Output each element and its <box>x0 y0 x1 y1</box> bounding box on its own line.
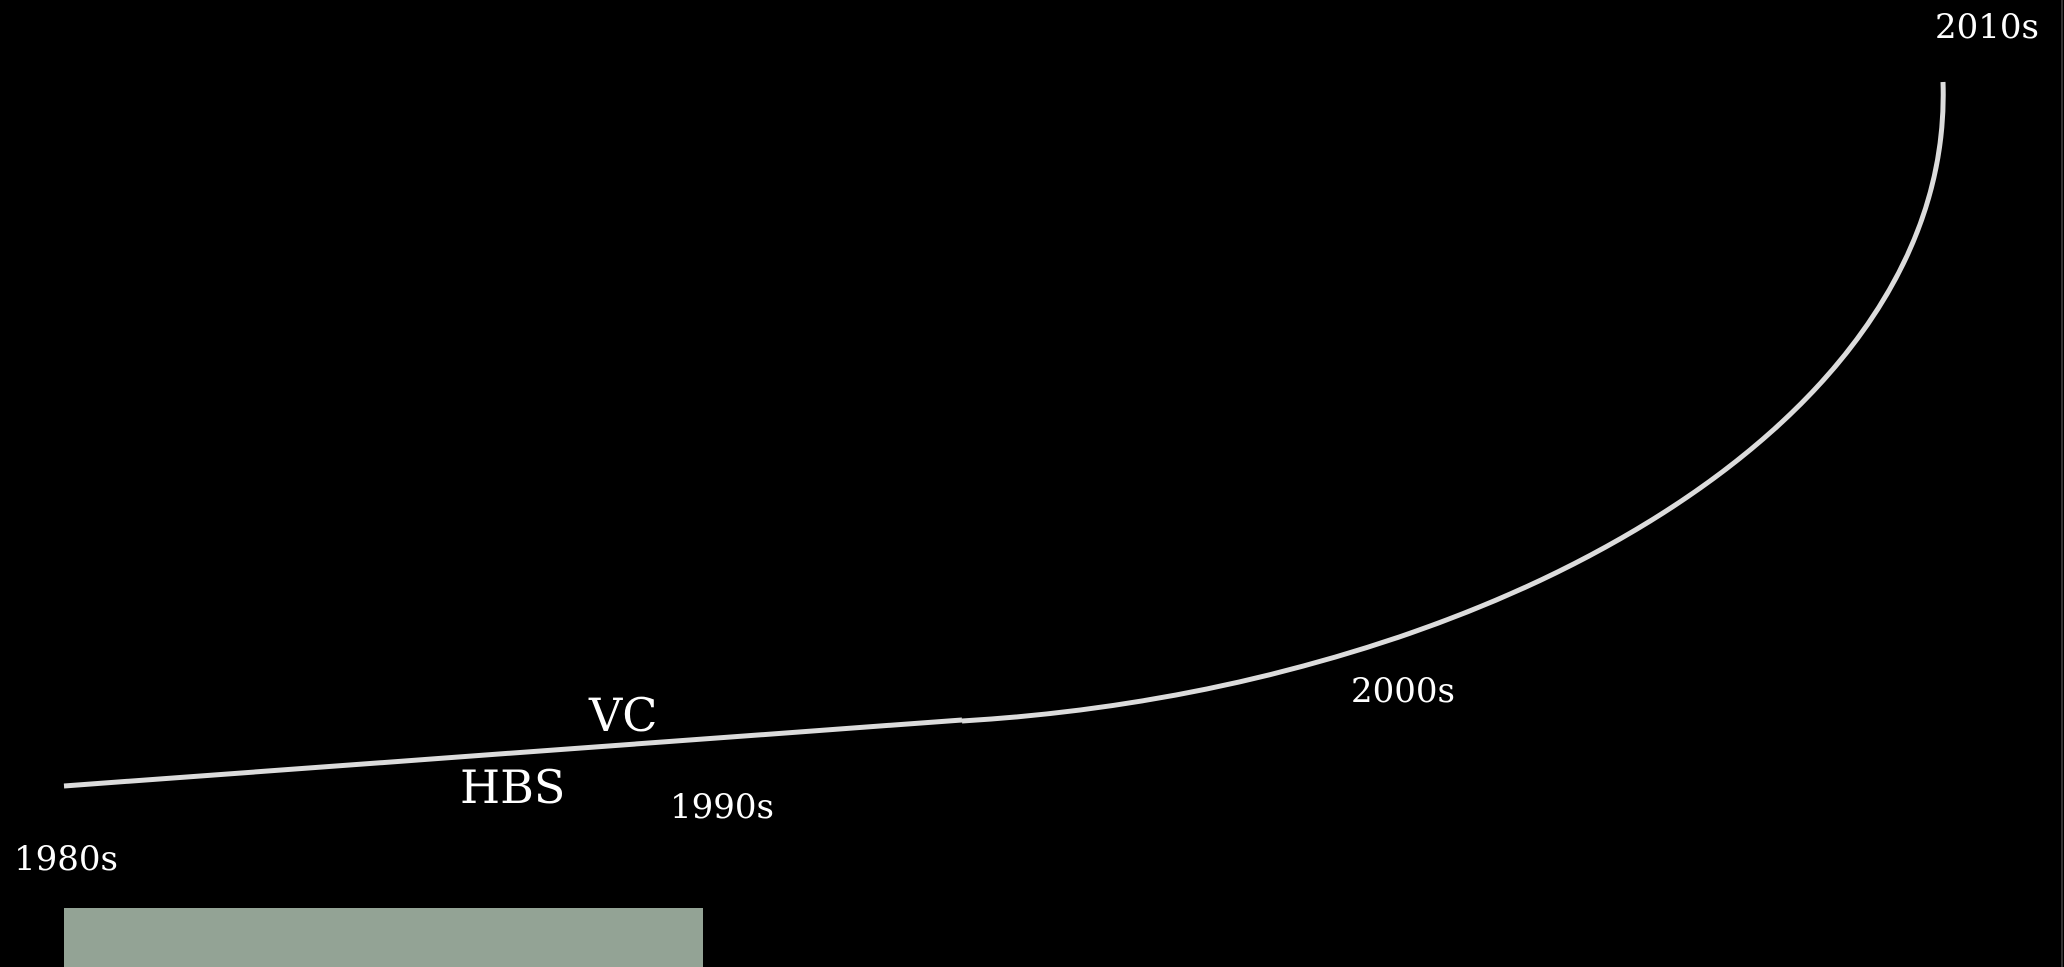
decade-label-2010s: 2010s <box>1935 7 2039 47</box>
decade-label-1990s: 1990s <box>670 787 774 827</box>
milestone-label-hbs: HBS <box>460 760 565 814</box>
growth-curve-exponential-segment <box>961 81 1946 724</box>
decade-label-2000s: 2000s <box>1351 671 1455 711</box>
milestone-label-vc: VC <box>588 688 657 742</box>
gray-block <box>64 908 703 967</box>
decade-label-1980s: 1980s <box>14 839 118 879</box>
growth-curve-linear-segment <box>63 717 963 789</box>
